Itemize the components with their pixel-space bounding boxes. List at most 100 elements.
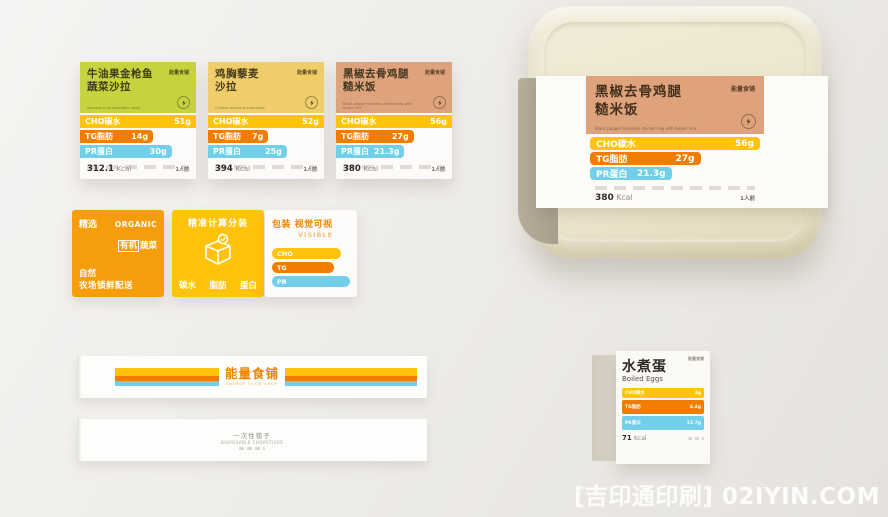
egg-box-front-label: 能量食铺 水煮蛋 Boiled Eggs CHO碳水 3g TG脂肪 4.4g … bbox=[616, 351, 710, 464]
sleeve-text-block: 一次性筷子 DISPOSABLE CHOPSTICKS bbox=[77, 430, 427, 450]
meal-label-pepper-chicken-rice: 黑椒去骨鸡腿 糙米饭 能量食铺 Black pepper boneless ch… bbox=[336, 62, 452, 179]
label-header: 黑椒去骨鸡腿 糙米饭 能量食铺 Black pepper boneless ch… bbox=[336, 62, 452, 113]
pr-label: PR蛋白 bbox=[85, 147, 114, 156]
egg-box: 能量食铺 水煮蛋 Boiled Eggs CHO碳水 3g TG脂肪 4.4g … bbox=[592, 351, 710, 465]
pr-bar: PR蛋白 21.3g bbox=[590, 167, 672, 180]
pr-bar: PR蛋白 30g bbox=[80, 145, 172, 158]
cho-bar: CHO碳水 52g bbox=[208, 115, 324, 128]
organic-after-box: 蔬菜 bbox=[139, 241, 157, 251]
calorie-readout: 312.1 Kcal bbox=[87, 164, 132, 174]
energy-bolt-badge-icon bbox=[433, 96, 446, 109]
serving-size: 1人前 bbox=[431, 167, 445, 173]
portion-word-protein: 蛋白 bbox=[239, 281, 257, 291]
fine-print-lines bbox=[595, 186, 755, 190]
meal-subtitle-en: Black pepper boneless chicken leg with b… bbox=[343, 102, 413, 110]
pr-bar: PR蛋白 25g bbox=[208, 145, 287, 158]
cho-bar: CHO碳水 51g bbox=[80, 115, 196, 128]
cho-bar: CHO碳水 3g bbox=[622, 388, 704, 398]
brand-logo: 能量食铺 bbox=[296, 70, 317, 76]
meal-title-line2: 沙拉 bbox=[215, 81, 237, 94]
pr-value: 21.3g bbox=[373, 147, 400, 156]
feature-card-organic: 精选 ORGANIC 有机 蔬菜 自然 农场锁鲜配送 bbox=[72, 210, 164, 297]
cho-label: CHO碳水 bbox=[341, 117, 377, 126]
brand-logo-en: ENERGY FOOD SHOP bbox=[225, 382, 279, 386]
calorie-readout: 380 Kcal bbox=[343, 164, 379, 174]
feature-card-portioning: 精准计算分装 碳水 脂肪 蛋白 bbox=[172, 210, 264, 297]
label-header: 牛油果金枪鱼 蔬菜沙拉 能量食铺 Avocado tuna vegetable … bbox=[80, 62, 196, 113]
package-cube-icon bbox=[205, 233, 231, 265]
meal-title-line1: 鸡胸藜麦 bbox=[215, 68, 259, 80]
meal-title-line1: 黑椒去骨鸡腿 bbox=[595, 84, 682, 100]
meal-subtitle-en: Black pepper boneless chicken leg with b… bbox=[595, 126, 697, 131]
visible-title: 包装 视觉可视 bbox=[272, 220, 333, 230]
tg-label: TG脂肪 bbox=[85, 132, 114, 141]
calorie-readout: 380 Kcal bbox=[595, 193, 633, 203]
cho-bar: CHO碳水 56g bbox=[590, 137, 760, 150]
fine-print-lines bbox=[239, 447, 265, 450]
brand-logo: 能量食铺 bbox=[688, 356, 704, 361]
organic-label-en: ORGANIC bbox=[114, 220, 157, 229]
cho-value: 52g bbox=[302, 117, 319, 126]
tg-bar: TG脂肪 7g bbox=[208, 130, 269, 143]
brand-logo: 能量食铺 bbox=[224, 366, 280, 381]
tg-value: 14g bbox=[131, 132, 149, 141]
pr-bar: PR蛋白 12.7g bbox=[622, 416, 704, 430]
brand-logo: 能量食铺 bbox=[168, 70, 189, 76]
label-footer: 380 Kcal 1人前 bbox=[336, 160, 452, 179]
meal-title-line1: 牛油果金枪鱼 bbox=[87, 68, 153, 80]
energy-bolt-badge-icon bbox=[741, 114, 756, 129]
calorie-readout: 71 Kcal bbox=[622, 434, 647, 442]
tg-label: TG脂肪 bbox=[213, 132, 242, 141]
nutrition-bars: CHO碳水 3g TG脂肪 4.4g PR蛋白 12.7g bbox=[622, 388, 704, 430]
tg-bar: TG脂肪 27g bbox=[336, 130, 414, 143]
tg-value: 7g bbox=[252, 132, 264, 141]
pr-value: 30g bbox=[149, 147, 167, 156]
nutrition-bars: CHO碳水 56g TG脂肪 27g PR蛋白 21.3g bbox=[586, 134, 764, 180]
tg-label: TG脂肪 bbox=[341, 132, 370, 141]
label-header: 鸡胸藜麦 沙拉 能量食铺 Chicken breast quinoa salad bbox=[208, 62, 324, 113]
cho-value: 51g bbox=[174, 117, 191, 126]
fine-print-lines bbox=[215, 165, 317, 169]
sleeve-brand-block: 能量食铺 ENERGY FOOD SHOP bbox=[218, 363, 286, 386]
cho-label: CHO碳水 bbox=[213, 117, 249, 126]
nutrition-bars: CHO碳水 52g TG脂肪 7g PR蛋白 25g bbox=[208, 113, 324, 160]
tg-bar: TG脂肪 4.4g bbox=[622, 400, 704, 414]
label-footer: 312.1 Kcal 1人前 bbox=[80, 160, 196, 179]
visible-subtitle-en: VISIBLE bbox=[298, 231, 334, 239]
bento-box: 黑椒去骨鸡腿 糙米饭 能量食铺 Black pepper boneless ch… bbox=[518, 6, 828, 258]
tg-pill: TG bbox=[272, 262, 335, 273]
calorie-readout: 394 Kcal bbox=[215, 164, 251, 174]
organic-boxed-word: 有机 bbox=[117, 240, 139, 252]
pr-bar: PR蛋白 21.3g bbox=[336, 145, 405, 158]
energy-bolt-badge-icon bbox=[305, 96, 318, 109]
fine-print-lines bbox=[343, 165, 445, 169]
fine-print-lines bbox=[688, 436, 704, 440]
meal-title-line2: 糙米饭 bbox=[595, 101, 639, 118]
cho-pill: CHO bbox=[272, 248, 341, 259]
meal-title-line1: 黑椒去骨鸡腿 bbox=[343, 68, 409, 80]
pr-value: 25g bbox=[265, 147, 282, 156]
portion-word-carbs: 碳水 bbox=[179, 281, 197, 291]
label-footer: 380 Kcal 1人前 bbox=[586, 180, 764, 208]
egg-title-cn: 水煮蛋 bbox=[622, 359, 667, 375]
bento-front-label: 黑椒去骨鸡腿 糙米饭 能量食铺 Black pepper boneless ch… bbox=[586, 76, 764, 208]
brand-logo: 能量食铺 bbox=[730, 86, 755, 93]
organic-line3: 自然 bbox=[79, 269, 97, 279]
chopsticks-label-cn: 一次性筷子 bbox=[233, 432, 271, 440]
cho-bar: CHO碳水 56g bbox=[336, 115, 452, 128]
meal-title-line2: 蔬菜沙拉 bbox=[87, 81, 131, 94]
feature-card-visible: 包装 视觉可视 VISIBLE CHO TG PR bbox=[265, 210, 357, 297]
label-footer: 394 Kcal 1人前 bbox=[208, 160, 324, 179]
meal-subtitle-en: Avocado tuna vegetable salad bbox=[87, 106, 140, 110]
meal-label-avocado-tuna-salad: 牛油果金枪鱼 蔬菜沙拉 能量食铺 Avocado tuna vegetable … bbox=[80, 62, 196, 179]
energy-bolt-badge-icon bbox=[177, 96, 190, 109]
pr-label: PR蛋白 bbox=[341, 147, 370, 156]
serving-size: 1人前 bbox=[175, 167, 189, 173]
label-footer: 71 Kcal bbox=[622, 434, 704, 442]
bento-wrap-band: 黑椒去骨鸡腿 糙米饭 能量食铺 Black pepper boneless ch… bbox=[536, 76, 828, 208]
meal-title-line2: 糙米饭 bbox=[343, 81, 376, 94]
tg-bar: TG脂肪 14g bbox=[80, 130, 154, 143]
brand-logo: 能量食铺 bbox=[424, 70, 445, 76]
cho-value: 56g bbox=[430, 117, 447, 126]
